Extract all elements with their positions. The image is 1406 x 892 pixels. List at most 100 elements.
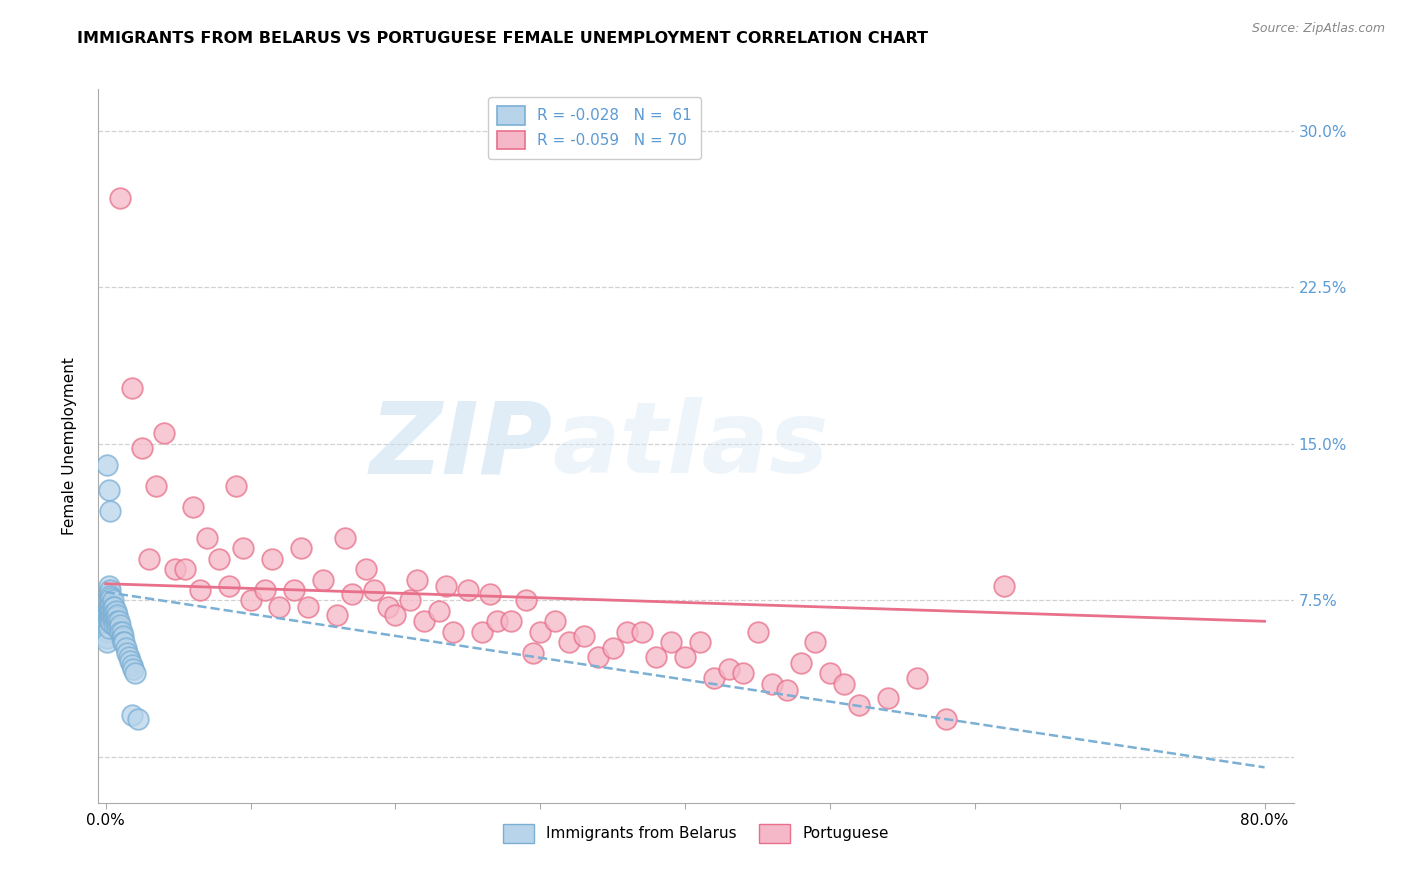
Point (616, 624, 638, 639)
Point (413, 614, 436, 628)
Point (101, 612, 124, 626)
Point (108, 618, 131, 632)
Point (127, 712, 149, 726)
Point (703, 671, 725, 685)
Point (471, 624, 494, 639)
Point (877, 691, 900, 706)
Point (103, 599, 125, 614)
Point (529, 624, 551, 639)
Point (101, 593, 124, 607)
Point (100, 598, 122, 612)
Point (253, 582, 276, 597)
Point (218, 579, 240, 593)
Point (297, 599, 319, 614)
Point (195, 531, 218, 545)
Point (262, 551, 284, 566)
Point (98, 604, 121, 618)
Point (101, 599, 124, 614)
Point (239, 593, 262, 607)
Point (104, 604, 127, 618)
Point (804, 635, 827, 649)
Point (103, 606, 125, 620)
Point (181, 500, 204, 514)
Point (103, 618, 125, 632)
Point (935, 712, 957, 726)
Point (326, 607, 349, 622)
Point (747, 624, 769, 639)
Point (558, 635, 581, 649)
Y-axis label: Female Unemployment: Female Unemployment (62, 357, 77, 535)
Point (124, 666, 146, 681)
Point (96, 458, 118, 472)
Point (121, 708, 143, 723)
Point (485, 614, 508, 628)
Point (101, 606, 124, 620)
Point (96, 614, 118, 628)
Text: IMMIGRANTS FROM BELARUS VS PORTUGUESE FEMALE UNEMPLOYMENT CORRELATION CHART: IMMIGRANTS FROM BELARUS VS PORTUGUESE FE… (77, 31, 928, 46)
Point (731, 666, 754, 681)
Point (97, 614, 120, 628)
Point (96, 607, 118, 622)
Point (117, 646, 139, 660)
Point (225, 478, 247, 492)
Point (673, 649, 696, 664)
Point (118, 649, 141, 664)
Point (98, 582, 121, 597)
Point (98, 504, 121, 518)
Point (515, 593, 537, 607)
Point (602, 641, 624, 656)
Point (399, 593, 422, 607)
Point (97, 607, 120, 622)
Point (572, 629, 595, 643)
Point (834, 677, 856, 691)
Point (104, 616, 127, 631)
Point (290, 541, 312, 556)
Text: Source: ZipAtlas.com: Source: ZipAtlas.com (1251, 22, 1385, 36)
Point (105, 614, 128, 628)
Point (145, 478, 167, 492)
Point (97, 621, 120, 635)
Point (586, 649, 609, 664)
Point (269, 599, 291, 614)
Point (457, 582, 479, 597)
Point (333, 531, 356, 545)
Point (312, 573, 335, 587)
Point (97, 593, 120, 607)
Point (188, 582, 211, 597)
Point (232, 541, 254, 556)
Text: atlas: atlas (553, 398, 830, 494)
Point (97, 483, 120, 497)
Point (107, 614, 129, 628)
Point (98, 614, 121, 628)
Point (105, 621, 128, 635)
Point (98, 598, 121, 612)
Point (96, 618, 118, 632)
Point (775, 683, 797, 698)
Point (96, 624, 118, 639)
Point (115, 641, 138, 656)
Point (97, 579, 120, 593)
Point (478, 587, 501, 601)
Point (108, 191, 131, 205)
Point (363, 582, 385, 597)
Point (114, 635, 136, 649)
Point (121, 381, 143, 395)
Point (112, 635, 135, 649)
Point (138, 551, 160, 566)
Point (100, 616, 122, 631)
Point (790, 656, 813, 670)
Text: ZIP: ZIP (370, 398, 553, 494)
Point (110, 624, 132, 639)
Point (105, 607, 128, 622)
Point (97, 604, 120, 618)
Point (108, 624, 131, 639)
Point (97, 599, 120, 614)
Point (110, 631, 132, 645)
Point (283, 582, 305, 597)
Point (96, 635, 118, 649)
Point (340, 587, 363, 601)
Point (131, 441, 153, 455)
Point (406, 573, 429, 587)
Point (100, 591, 122, 606)
Point (434, 579, 457, 593)
